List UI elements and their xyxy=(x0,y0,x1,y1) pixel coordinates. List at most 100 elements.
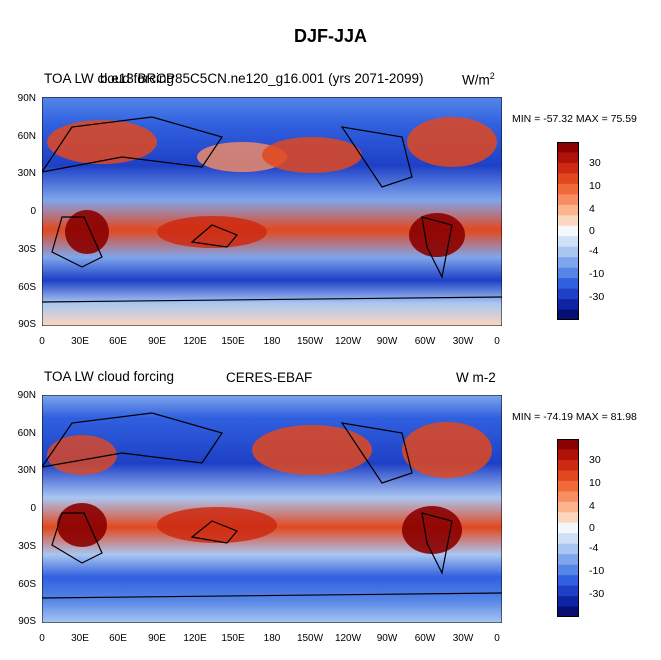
panel2-lon-label: 150E xyxy=(221,633,245,644)
colorbar-swatch xyxy=(557,309,579,320)
colorbar-swatch xyxy=(557,575,579,586)
panel2-coastline-antarctica xyxy=(42,592,502,599)
colorbar-swatch xyxy=(557,554,579,565)
panel1-lon-label: 120E xyxy=(183,336,207,347)
colorbar-swatch xyxy=(557,278,579,289)
colorbar-swatch xyxy=(557,257,579,268)
panel2-colorbar-label: -10 xyxy=(589,565,605,577)
panel1-colorbar xyxy=(557,142,579,320)
figure-title: DJF-JJA xyxy=(293,26,368,46)
panel1-colorbar-label: -10 xyxy=(589,268,605,280)
panel1-coastline-south-america xyxy=(421,216,453,279)
colorbar-swatch xyxy=(557,606,579,617)
panel1-lat-label: 60N xyxy=(17,131,36,142)
panel1-lon-label: 30E xyxy=(71,336,89,347)
panel1-left-title: TOA LW cloud forcing xyxy=(44,71,175,86)
colorbar-swatch xyxy=(557,585,579,597)
panel2-lon-label: 150W xyxy=(296,633,324,644)
panel2-colorbar-label: -4 xyxy=(589,542,599,554)
panel2-colorbar-label: 10 xyxy=(589,477,601,489)
panel2-field-blob xyxy=(252,425,372,475)
panel2-lat-label: 60S xyxy=(18,579,36,590)
panel2-coastline-eurasia xyxy=(42,412,223,468)
panel1-field-blob xyxy=(47,120,157,164)
colorbar-swatch xyxy=(557,246,579,258)
panel2-colorbar-label: 30 xyxy=(589,454,601,466)
panel1-lon-label: 60W xyxy=(414,336,436,347)
panel1-field-blob xyxy=(409,213,465,257)
colorbar-swatch xyxy=(557,162,579,174)
colorbar-swatch xyxy=(557,543,579,555)
panel2-colorbar-label: 0 xyxy=(589,522,595,534)
panel2-lon-label: 120W xyxy=(334,633,362,644)
panel1-units: W/m2 xyxy=(462,71,495,88)
panel2-lon-label: 60E xyxy=(109,633,127,644)
panel2-lat-label: 90N xyxy=(17,390,36,401)
panel2-lat-label: 90S xyxy=(18,616,36,627)
panel2-lat-label: 30S xyxy=(18,541,36,552)
panel1-coastline-north-america xyxy=(340,126,413,188)
panel2-field-blob xyxy=(157,507,277,543)
panel1-colorbar-label: 10 xyxy=(589,180,601,192)
panel1-coastline-antarctica xyxy=(42,296,502,303)
panel2-colorbar xyxy=(557,439,579,617)
panel2-lon-label: 30E xyxy=(71,633,89,644)
panel1-field-blob xyxy=(407,117,497,167)
panel1-colorbar-label: 4 xyxy=(589,203,595,215)
panel1-colorbar-label: -30 xyxy=(589,291,605,303)
panel1-minmax: MIN = -57.32 MAX = 75.59 xyxy=(512,113,637,125)
panel2-center-title: CERES-EBAF xyxy=(226,370,313,385)
colorbar-swatch xyxy=(557,439,579,450)
colorbar-swatch xyxy=(557,522,579,534)
panel2-lon-label: 30W xyxy=(452,633,474,644)
panel1-coastline-eurasia xyxy=(42,116,223,173)
panel1-lat-label: 0 xyxy=(30,206,36,217)
colorbar-swatch xyxy=(557,470,579,482)
panel1-lon-label: 150E xyxy=(221,336,245,347)
panel2-lon-label: 90E xyxy=(148,633,166,644)
panel1-colorbar-label: 0 xyxy=(589,225,595,237)
panel1-lat-label: 90N xyxy=(17,93,36,104)
colorbar-swatch xyxy=(557,512,579,524)
colorbar-swatch xyxy=(557,183,579,195)
colorbar-swatch xyxy=(557,459,579,471)
panel2-lon-label: 120E xyxy=(183,633,207,644)
panel1-lat-label: 60S xyxy=(18,282,36,293)
panel2-map xyxy=(42,395,502,623)
panel1-lon-label: 150W xyxy=(296,336,324,347)
colorbar-swatch xyxy=(557,204,579,216)
panel2-lat-label: 60N xyxy=(17,428,36,439)
colorbar-swatch xyxy=(557,267,579,279)
panel2-minmax: MIN = -74.19 MAX = 81.98 xyxy=(512,411,637,423)
panel2-colorbar-label: 4 xyxy=(589,500,595,512)
panel1-field-blob xyxy=(65,210,109,254)
colorbar-swatch xyxy=(557,596,579,607)
panel1-lon-label: 0 xyxy=(39,336,45,347)
panel2-units: W m-2 xyxy=(456,370,496,385)
panel2-lon-label: 90W xyxy=(376,633,398,644)
panel1-map xyxy=(42,97,502,326)
panel1-lat-label: 30S xyxy=(18,244,36,255)
panel1-lon-label: 90E xyxy=(148,336,166,347)
colorbar-swatch xyxy=(557,533,579,545)
colorbar-swatch xyxy=(557,564,579,576)
colorbar-swatch xyxy=(557,501,579,513)
panel1-field-blob xyxy=(262,137,362,173)
colorbar-swatch xyxy=(557,449,579,461)
panel2-coastline-north-america xyxy=(340,422,413,484)
panel1-lon-label: 180 xyxy=(263,336,281,347)
panel2-coastline-south-america xyxy=(421,512,453,575)
colorbar-frame xyxy=(557,142,579,320)
panel2-left-title: TOA LW cloud forcing xyxy=(44,369,175,384)
panel2-lat-label: 30N xyxy=(17,465,36,476)
colorbar-swatch xyxy=(557,491,579,503)
panel1-coastline-africa xyxy=(51,216,103,268)
panel1-lat-label: 90S xyxy=(18,319,36,330)
panel2-field-blob xyxy=(47,435,117,475)
colorbar-swatch xyxy=(557,152,579,164)
colorbar-swatch xyxy=(557,299,579,310)
panel2-field-blob xyxy=(402,506,462,554)
panel2-lon-label: 60W xyxy=(414,633,436,644)
panel1-lon-label: 0 xyxy=(494,336,500,347)
panel1-lon-label: 120W xyxy=(334,336,362,347)
